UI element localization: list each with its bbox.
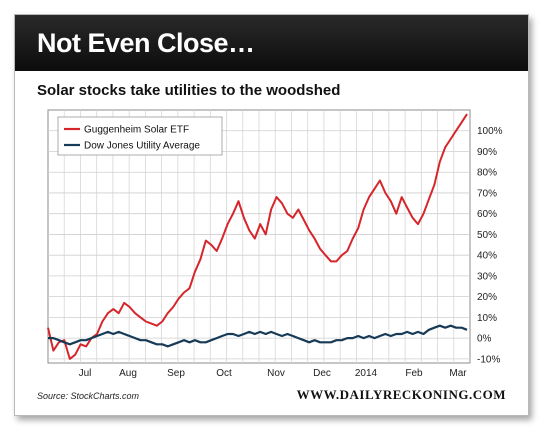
y-tick-label: 20% <box>477 292 497 303</box>
y-tick-label: 60% <box>477 209 497 220</box>
x-tick-label: Feb <box>405 368 423 379</box>
x-tick-label: Oct <box>216 368 232 379</box>
y-tick-label: 10% <box>477 313 497 324</box>
x-tick-label: Aug <box>119 368 137 379</box>
y-tick-label: 100% <box>477 126 503 137</box>
header-bar: Not Even Close… <box>15 15 528 71</box>
y-tick-label: 70% <box>477 188 497 199</box>
x-tick-label: Mar <box>449 368 467 379</box>
y-tick-label: 0% <box>477 334 492 345</box>
series-line-utility-average <box>48 324 468 348</box>
brand-url: WWW.DAILYRECKONING.COM <box>296 387 506 402</box>
y-tick-label: -10% <box>477 354 500 365</box>
source-note: Source: StockCharts.com <box>37 391 140 401</box>
legend-label: Guggenheim Solar ETF <box>84 125 189 136</box>
x-tick-label: Dec <box>313 368 331 379</box>
series-line-solar-etf <box>47 113 468 360</box>
legend-box <box>57 116 223 156</box>
y-tick-label: 50% <box>477 230 497 241</box>
header-title: Not Even Close… <box>37 28 255 58</box>
x-tick-label: Jul <box>79 368 92 379</box>
y-tick-label: 30% <box>477 271 497 282</box>
legend-label: Dow Jones Utility Average <box>84 141 200 152</box>
x-tick-label: Sep <box>167 368 185 379</box>
y-tick-label: 80% <box>477 168 497 179</box>
y-tick-label: 90% <box>477 147 497 158</box>
chart-title: Solar stocks take utilities to the woods… <box>37 82 341 99</box>
x-tick-label: 2014 <box>355 368 378 379</box>
x-tick-label: Nov <box>267 368 285 379</box>
y-tick-label: 40% <box>477 251 497 262</box>
